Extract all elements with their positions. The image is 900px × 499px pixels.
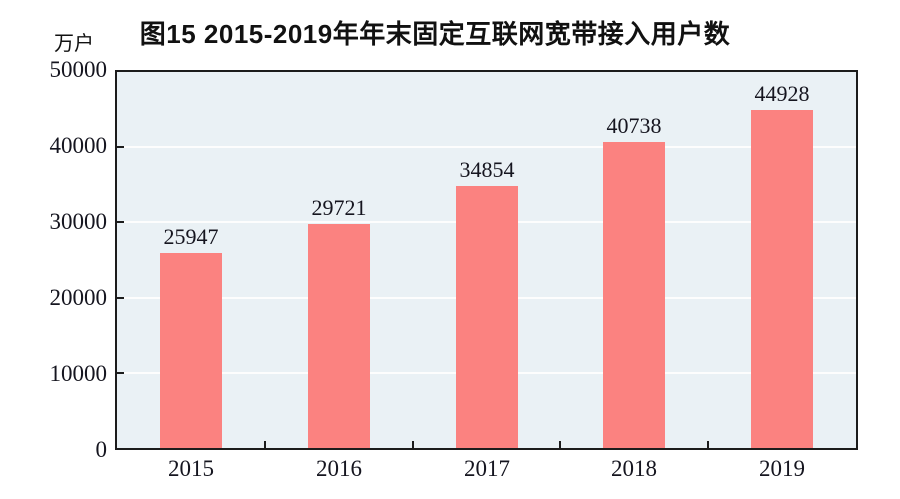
chart-title: 图15 2015-2019年年末固定互联网宽带接入用户数 [139,19,731,49]
y-axis-label-10000: 10000 [49,361,108,386]
bar-2015 [160,253,222,448]
bar-2017 [456,186,518,448]
y-axis-label-50000: 50000 [49,57,108,82]
x-axis-label-2018: 2018 [611,456,657,481]
value-label-2017: 34854 [459,157,515,182]
value-label-2018: 40738 [606,113,662,138]
bar-2019 [751,110,813,448]
x-axis-tick-mark-3 [559,441,562,448]
y-axis-label-0: 0 [95,437,108,462]
x-axis-label-2016: 2016 [316,456,362,481]
y-axis-label-20000: 20000 [49,285,108,310]
y-axis-label-30000: 30000 [49,209,108,234]
y-axis-unit-label: 万户 [54,33,94,55]
x-axis-tick-mark-2 [411,441,414,448]
y-axis-tick-mark-20000 [117,296,124,299]
bar-2018 [603,142,665,448]
value-label-2015: 25947 [163,224,219,249]
value-label-2019: 44928 [754,81,810,106]
x-axis-label-2015: 2015 [168,456,214,481]
x-axis-label-2017: 2017 [464,456,510,481]
y-axis-tick-mark-40000 [117,146,124,149]
y-axis-tick-mark-30000 [117,221,124,224]
plot-area [115,70,858,450]
x-axis-tick-mark-4 [707,441,710,448]
value-label-2016: 29721 [311,195,367,220]
y-axis-label-40000: 40000 [49,133,108,158]
x-axis-label-2019: 2019 [759,456,805,481]
x-axis-tick-mark-1 [263,441,266,448]
gridline-40000 [117,146,856,149]
bar-2016 [308,224,370,448]
y-axis-tick-mark-10000 [117,371,124,374]
